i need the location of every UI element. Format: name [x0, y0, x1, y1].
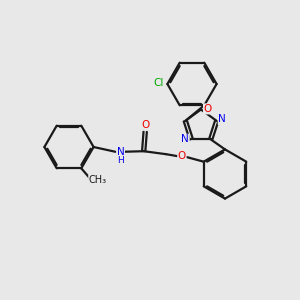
- Text: O: O: [203, 104, 212, 114]
- Text: N: N: [218, 114, 226, 124]
- Text: O: O: [141, 120, 149, 130]
- Text: CH₃: CH₃: [89, 175, 107, 185]
- Text: N: N: [182, 134, 189, 144]
- Text: Cl: Cl: [154, 78, 164, 88]
- Text: H: H: [117, 156, 124, 165]
- Text: N: N: [117, 147, 124, 157]
- Text: O: O: [178, 151, 186, 161]
